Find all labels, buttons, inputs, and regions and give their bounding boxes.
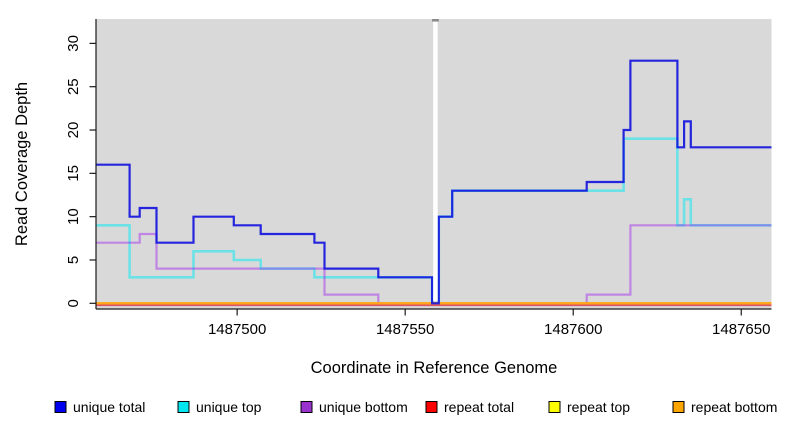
y-tick-label: 0 (65, 299, 82, 307)
legend-item: unique top (177, 399, 262, 415)
legend-swatch (425, 401, 438, 413)
legend-item-label: unique bottom (319, 399, 408, 415)
legend-swatch (548, 401, 561, 413)
legend-item-label: repeat bottom (691, 399, 777, 415)
y-tick-label: 10 (65, 208, 82, 225)
y-tick-label: 20 (65, 122, 82, 139)
y-tick-label: 25 (65, 78, 82, 95)
legend-swatch (177, 401, 190, 413)
legend-item-label: repeat total (444, 399, 514, 415)
legend-item-label: unique total (73, 399, 145, 415)
x-tick-label: 1487550 (376, 321, 434, 338)
legend-item: unique bottom (300, 399, 408, 415)
legend-item: repeat top (548, 399, 630, 415)
gap-white-band (433, 21, 438, 301)
axes-layer: 0 5 10 15 20 25 30 1487500 1487550 1487600 1487650 (65, 19, 772, 338)
legend-swatch (54, 401, 67, 413)
gap-band (432, 19, 439, 301)
legend: unique total unique top unique bottom repea… (54, 399, 777, 415)
x-tick-label: 1487500 (208, 321, 266, 338)
y-tick-label: 15 (65, 165, 82, 182)
series-unique-bottom (96, 224, 772, 305)
legend-item-label: repeat top (567, 399, 630, 415)
x-tick-label: 1487650 (712, 321, 770, 338)
series-unique-total (96, 59, 772, 305)
legend-swatch (672, 401, 685, 413)
gap-top-cap (432, 19, 439, 22)
y-axis-title: Read Coverage Depth (13, 82, 31, 246)
legend-item: repeat total (425, 399, 514, 415)
legend-item-label: unique top (196, 399, 262, 415)
y-tick-label: 5 (65, 256, 82, 264)
series-layer (96, 59, 772, 307)
x-tick-label: 1487600 (544, 321, 602, 338)
x-axis-title: Coordinate in Reference Genome (311, 359, 558, 377)
legend-item: repeat bottom (672, 399, 777, 415)
legend-item: unique total (54, 399, 145, 415)
legend-swatch (300, 401, 313, 413)
y-tick-label: 30 (65, 35, 82, 52)
